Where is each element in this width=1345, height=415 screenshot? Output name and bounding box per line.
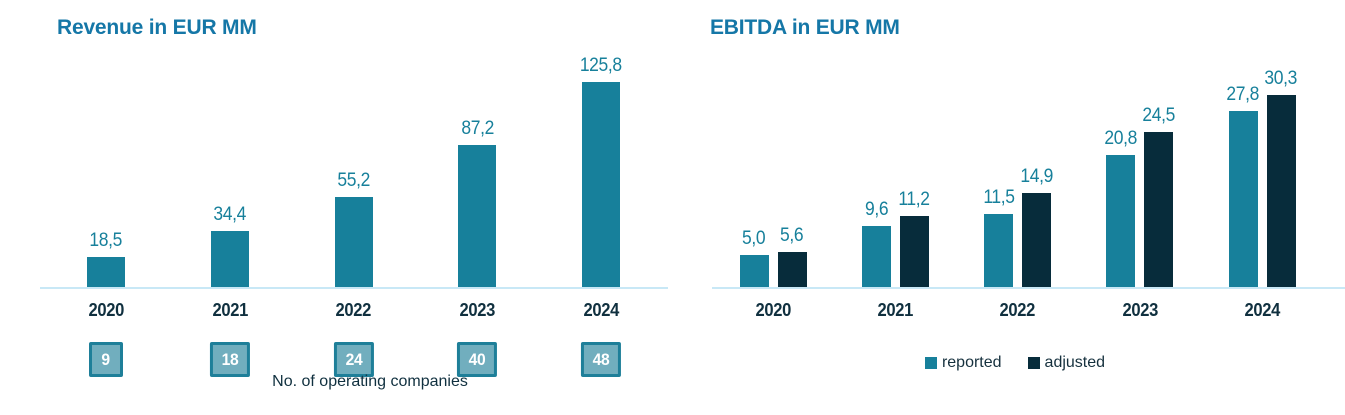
x-tick-year: 2023 bbox=[459, 300, 496, 320]
revenue-bar-2023 bbox=[458, 145, 497, 287]
ebitda-value-label: 30,3 bbox=[1264, 68, 1298, 89]
revenue-value-label: 55,2 bbox=[337, 170, 370, 191]
revenue-bar-2022 bbox=[334, 197, 373, 287]
ebitda-value-label: 20,8 bbox=[1104, 128, 1138, 149]
company-count-box: 48 bbox=[580, 342, 622, 377]
ebitda-value-label: 14,9 bbox=[1020, 166, 1053, 187]
ebitda-legend: reported adjusted bbox=[700, 354, 1330, 372]
legend-label-adjusted: adjusted bbox=[1044, 354, 1106, 371]
ebitda-reported-bar-2024 bbox=[1228, 111, 1258, 287]
reported-swatch-icon bbox=[924, 357, 937, 369]
ebitda-chart-title: EBITDA in EUR MM bbox=[710, 16, 900, 39]
ebitda-reported-bar-2022 bbox=[984, 214, 1013, 287]
revenue-value-label: 87,2 bbox=[460, 118, 494, 139]
revenue-axis-baseline bbox=[40, 287, 668, 289]
revenue-bar-2024 bbox=[582, 82, 620, 287]
x-tick-year: 2020 bbox=[755, 300, 791, 320]
ebitda-reported-bar-2021 bbox=[861, 226, 891, 287]
ebitda-adjusted-bar-2021 bbox=[899, 216, 929, 287]
revenue-bar-2020 bbox=[87, 257, 125, 287]
ebitda-value-label: 5,0 bbox=[742, 228, 766, 249]
x-tick-year: 2022 bbox=[999, 300, 1036, 320]
ebitda-value-label: 9,6 bbox=[864, 199, 889, 220]
x-tick-year: 2021 bbox=[877, 300, 914, 320]
ebitda-adjusted-bar-2020 bbox=[777, 252, 807, 287]
ebitda-adjusted-bar-2023 bbox=[1144, 132, 1174, 287]
ebitda-value-label: 11,2 bbox=[898, 189, 931, 210]
x-tick-year: 2021 bbox=[212, 300, 248, 320]
x-tick-year: 2023 bbox=[1122, 300, 1158, 320]
operating-companies-caption: No. of operating companies bbox=[272, 373, 468, 390]
ebitda-value-label: 5,6 bbox=[780, 225, 804, 246]
x-tick-year: 2020 bbox=[88, 300, 124, 320]
legend-item-reported: reported bbox=[924, 354, 1002, 372]
ebitda-value-label: 24,5 bbox=[1142, 105, 1176, 126]
ebitda-axis-baseline bbox=[712, 287, 1345, 289]
ebitda-reported-bar-2023 bbox=[1106, 155, 1136, 287]
ebitda-adjusted-bar-2024 bbox=[1266, 95, 1296, 287]
company-count-box: 24 bbox=[333, 342, 374, 377]
revenue-value-label: 18,5 bbox=[89, 230, 123, 251]
ebitda-adjusted-bar-2022 bbox=[1022, 193, 1051, 287]
legend-item-adjusted: adjusted bbox=[1027, 354, 1106, 372]
revenue-bar-2021 bbox=[210, 231, 249, 287]
revenue-value-label: 125,8 bbox=[580, 55, 622, 76]
x-tick-year: 2022 bbox=[335, 300, 372, 320]
revenue-chart-title: Revenue in EUR MM bbox=[57, 16, 257, 39]
legend-label-reported: reported bbox=[941, 354, 1002, 371]
x-tick-year: 2024 bbox=[583, 300, 619, 320]
company-count-box: 18 bbox=[209, 342, 250, 377]
ebitda-value-label: 27,8 bbox=[1226, 84, 1260, 105]
company-count-box: 40 bbox=[457, 342, 498, 377]
x-tick-year: 2024 bbox=[1244, 300, 1280, 320]
adjusted-swatch-icon bbox=[1027, 357, 1040, 369]
ebitda-value-label: 11,5 bbox=[982, 187, 1015, 208]
company-count-box: 9 bbox=[89, 342, 123, 377]
ebitda-reported-bar-2020 bbox=[739, 255, 769, 287]
revenue-value-label: 34,4 bbox=[213, 204, 247, 225]
